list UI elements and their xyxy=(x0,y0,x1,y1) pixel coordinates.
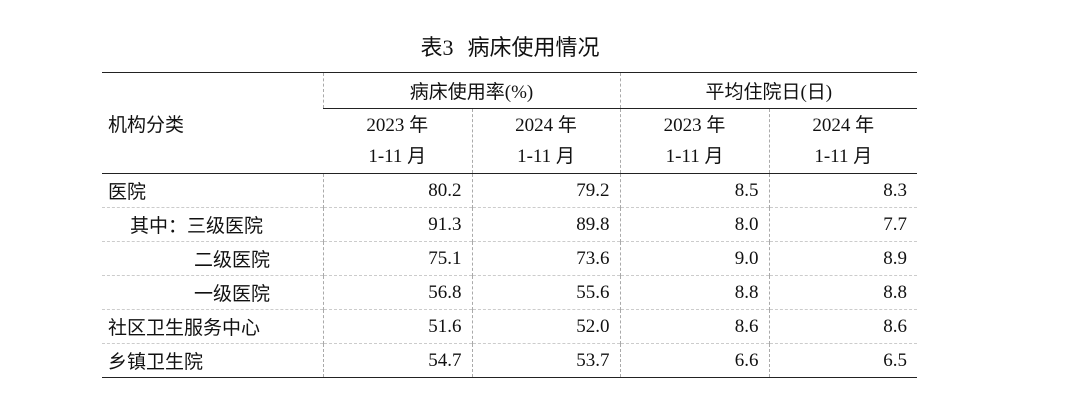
data-row: 医院 80.2 79.2 8.5 8.3 xyxy=(102,173,918,208)
value-cell: 56.8 xyxy=(322,275,472,310)
value-cell: 91.3 xyxy=(322,207,472,242)
institution-name: 社区卫生服务中心 xyxy=(102,309,323,344)
institution-name: 医院 xyxy=(102,173,323,208)
months: 1-11 月 xyxy=(665,146,724,167)
value-cell: 51.6 xyxy=(322,309,472,344)
value-cell: 8.6 xyxy=(619,309,770,344)
value-cell: 9.0 xyxy=(619,241,770,276)
period-row: 2023 年 1-11 月 2024 年 1-11 月 2023 年 1-11 月 2… xyxy=(102,108,918,174)
value-cell: 8.5 xyxy=(619,173,770,208)
institution-name: 其中：三级医院 xyxy=(102,207,323,242)
value-cell: 79.2 xyxy=(471,173,621,208)
data-row: 其中：三级医院 91.3 89.8 8.0 7.7 xyxy=(102,207,918,242)
value-cell: 80.2 xyxy=(322,173,472,208)
data-row: 一级医院 56.8 55.6 8.8 8.8 xyxy=(102,275,918,310)
institution-name: 二级医院 xyxy=(102,241,323,276)
bed-usage-table: 机构分类 病床使用率(%) 平均住院日(日) 2023 年 1-11 月 2024… xyxy=(102,72,918,378)
period-header: 2024 年 1-11 月 xyxy=(471,108,621,174)
table-number: 表3 xyxy=(420,35,454,60)
value-cell: 6.5 xyxy=(768,343,918,378)
year: 2023 年 xyxy=(663,115,726,136)
year: 2024 年 xyxy=(812,115,875,136)
value-cell: 52.0 xyxy=(471,309,621,344)
value-cell: 8.8 xyxy=(619,275,770,310)
group-header: 病床使用率(%) xyxy=(322,72,621,109)
value-cell: 54.7 xyxy=(322,343,472,378)
value-cell: 8.8 xyxy=(768,275,918,310)
period-header: 2023 年 1-11 月 xyxy=(323,109,472,174)
table-caption: 病床使用情况 xyxy=(467,35,600,60)
months: 1-11 月 xyxy=(517,146,575,167)
value-cell: 8.9 xyxy=(768,241,918,276)
institution-name: 一级医院 xyxy=(102,275,323,310)
data-row: 乡镇卫生院 54.7 53.7 6.6 6.5 xyxy=(102,343,918,378)
value-cell: 89.8 xyxy=(471,207,621,242)
institution-name: 乡镇卫生院 xyxy=(102,343,323,378)
data-row: 社区卫生服务中心 51.6 52.0 8.6 8.6 xyxy=(102,309,918,344)
value-cell: 8.3 xyxy=(768,173,918,208)
value-cell: 6.6 xyxy=(619,343,770,378)
value-cell: 53.7 xyxy=(471,343,621,378)
months: 1-11 月 xyxy=(814,146,873,167)
period-header: 2023 年 1-11 月 xyxy=(619,108,770,174)
group-header: 平均住院日(日) xyxy=(619,72,918,109)
value-cell: 7.7 xyxy=(768,207,918,242)
row-label-header: 机构分类 xyxy=(102,72,323,174)
value-cell: 75.1 xyxy=(322,241,472,276)
months: 1-11 月 xyxy=(368,146,427,167)
value-cell: 55.6 xyxy=(471,275,621,310)
year: 2024 年 xyxy=(515,115,577,136)
header-row: 机构分类 病床使用率(%) 平均住院日(日) xyxy=(102,72,918,174)
table-title: 表3 病床使用情况 xyxy=(0,30,1020,62)
period-header: 2024 年 1-11 月 xyxy=(768,108,918,174)
value-cell: 73.6 xyxy=(471,241,621,276)
data-row: 二级医院 75.1 73.6 9.0 8.9 xyxy=(102,241,918,276)
value-cell: 8.0 xyxy=(619,207,770,242)
year: 2023 年 xyxy=(366,115,429,136)
value-cell: 8.6 xyxy=(768,309,918,344)
